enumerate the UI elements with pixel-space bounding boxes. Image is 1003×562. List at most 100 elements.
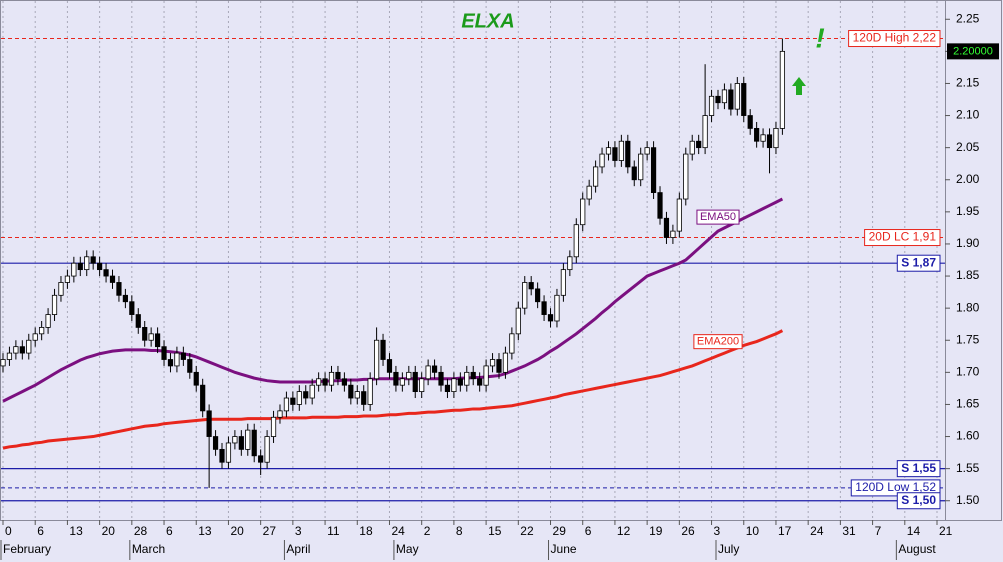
candle-body [51, 294, 58, 315]
candle-body [84, 256, 90, 271]
candle-body [193, 371, 199, 386]
month-label: July [718, 542, 739, 556]
candle-body [663, 217, 670, 238]
candle-body [58, 282, 64, 296]
legend-label: EMA200 [697, 336, 739, 348]
x-tick-label: 13 [69, 524, 83, 538]
candle-body [386, 359, 393, 373]
y-tick-label: 1.95 [956, 204, 980, 218]
candle-body [45, 314, 51, 328]
y-tick-label: 1.85 [956, 268, 980, 282]
x-tick-label: 18 [359, 524, 373, 538]
candle-body [689, 140, 695, 155]
candle-body [232, 436, 238, 444]
candle-body [219, 448, 225, 463]
level-label-box [864, 229, 941, 247]
candle-body [348, 384, 354, 399]
candle-body [696, 140, 702, 149]
y-tick-label: 1.90 [956, 236, 980, 250]
candle-body [489, 359, 496, 367]
candle-body [580, 198, 586, 226]
candle-body [535, 288, 541, 303]
candle-body [71, 262, 77, 277]
y-tick-label: 2.10 [956, 108, 980, 122]
candle-body [747, 115, 753, 129]
candle-body [296, 391, 302, 405]
candle-body [200, 384, 206, 412]
candle-body [39, 327, 45, 335]
candle-body [290, 397, 296, 405]
level-label: S 1,55 [901, 461, 936, 475]
candle-body [64, 275, 71, 283]
candle-body [367, 378, 373, 405]
candle-body [180, 352, 186, 360]
candle-body [560, 269, 567, 296]
candle-body [451, 378, 457, 393]
candle-body [541, 301, 547, 315]
y-tick-label: 1.65 [956, 397, 980, 411]
candle-body [238, 436, 244, 450]
x-tick-label: 19 [649, 524, 663, 538]
candles [0, 38, 786, 488]
candle-body [277, 410, 283, 418]
candle-body [129, 301, 135, 315]
candle-body [109, 275, 116, 283]
x-tick-label: 21 [939, 524, 953, 538]
candle-body [167, 359, 174, 367]
candle-body [245, 429, 251, 450]
candle-body [270, 416, 277, 437]
candle-body [612, 147, 618, 161]
candle-body [6, 352, 13, 360]
candle-body [303, 391, 309, 399]
candle-body [464, 371, 470, 386]
candle-body [135, 314, 141, 328]
x-tick-label: 10 [746, 524, 760, 538]
candle-body [354, 391, 360, 399]
candle-body [567, 256, 573, 271]
month-label: June [551, 542, 577, 556]
candle-body [361, 391, 367, 405]
x-tick-label: 2 [424, 524, 431, 538]
candle-body [528, 282, 534, 290]
candle-body [702, 115, 708, 149]
candle-body [77, 262, 83, 271]
candle-body [393, 371, 399, 386]
y-tick-label: 2.15 [956, 76, 980, 90]
candle-body [670, 230, 676, 238]
candle-body [399, 378, 405, 386]
candle-body [97, 262, 103, 271]
y-tick-label: 1.80 [956, 300, 980, 314]
candle-body [457, 378, 463, 386]
x-tick-label: 15 [488, 524, 502, 538]
x-tick-label: 24 [810, 524, 824, 538]
last-price-label: 2.20000 [953, 45, 993, 57]
x-tick-label: 6 [37, 524, 44, 538]
candle-body [496, 359, 502, 373]
candle-body [154, 333, 161, 348]
candle-body [206, 410, 212, 437]
level-label-box [896, 492, 941, 510]
x-tick-label: 27 [263, 524, 277, 538]
ema-line [2, 329, 784, 450]
last-price-badge [947, 43, 999, 60]
y-tick-label: 1.60 [956, 429, 980, 443]
level-label-box [896, 460, 941, 478]
x-tick-label: 8 [456, 524, 463, 538]
legend-label: EMA50 [700, 211, 736, 223]
x-tick-label: 13 [198, 524, 212, 538]
series-label-box [696, 209, 740, 225]
candle-body [431, 365, 438, 373]
candle-body [760, 134, 766, 142]
candle-body [754, 127, 760, 142]
candle-body [683, 153, 689, 200]
candle-body [380, 339, 386, 360]
candle-body [309, 384, 315, 399]
levels [1, 38, 945, 502]
x-tick-label: 17 [778, 524, 792, 538]
candle-body [573, 224, 579, 258]
candle-body [174, 352, 180, 367]
x-tick-label: 7 [875, 524, 882, 538]
candle-body [509, 333, 515, 354]
candle-body [515, 307, 521, 335]
month-label: May [396, 542, 419, 556]
